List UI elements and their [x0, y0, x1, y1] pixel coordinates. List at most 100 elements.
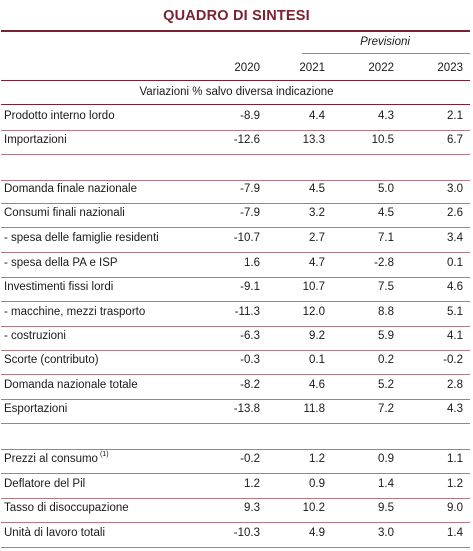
cell-2023: 2.1 — [447, 110, 463, 122]
table-row: Tasso di disoccupazione 9.3 10.2 9.5 9.0 — [0, 500, 473, 523]
table-row: Unità di lavoro totali -10.3 4.9 3.0 1.4 — [0, 525, 473, 548]
row-label: Deflatore del Pil — [4, 478, 85, 490]
table-row: Esportazioni -13.8 11.8 7.2 4.3 — [0, 401, 473, 424]
cell-2022: 7.2 — [378, 403, 394, 415]
row-separator — [1, 350, 470, 351]
row-label-text: Importazioni — [4, 134, 67, 146]
row-label: Scorte (contributo) — [4, 354, 99, 366]
cell-2023: 0.1 — [447, 257, 463, 269]
row-label: - macchine, mezzi trasporto — [4, 306, 145, 318]
cell-2023: 2.6 — [447, 207, 463, 219]
table-row: Domanda nazionale totale -8.2 4.6 5.2 2.8 — [0, 377, 473, 400]
cell-2021: 0.9 — [309, 478, 325, 490]
row-label: Investimenti fissi lordi — [4, 281, 113, 293]
row-label-text: Domanda finale nazionale — [4, 183, 137, 195]
row-label-text: - spesa della PA e ISP — [4, 257, 118, 269]
cell-2022: 3.0 — [378, 527, 394, 539]
cell-2023: 3.4 — [447, 232, 463, 244]
cell-2022: 5.9 — [378, 330, 394, 342]
table-row: Prezzi al consumo (1) -0.2 1.2 0.9 1.1 — [0, 451, 473, 474]
cell-2021: 4.5 — [309, 183, 325, 195]
cell-2023: 2.8 — [447, 379, 463, 391]
cell-2022: 0.2 — [378, 354, 394, 366]
blank-row-separator — [1, 449, 470, 450]
row-label: Unità di lavoro totali — [4, 527, 105, 539]
cell-2022: 9.5 — [378, 502, 394, 514]
table-row: Importazioni -12.6 13.3 10.5 6.7 — [0, 132, 473, 155]
row-label-text: Domanda nazionale totale — [4, 379, 138, 391]
row-separator — [1, 374, 470, 375]
row-separator — [1, 423, 470, 424]
row-label: Esportazioni — [4, 403, 67, 415]
cell-2021: 2.7 — [309, 232, 325, 244]
cell-2021: 4.4 — [309, 110, 325, 122]
cell-2023: 5.1 — [447, 306, 463, 318]
row-label-text: - spesa delle famiglie residenti — [4, 232, 159, 244]
table-row: Investimenti fissi lordi -9.1 10.7 7.5 4.6 — [0, 279, 473, 302]
cell-2020: 9.3 — [244, 502, 260, 514]
row-separator — [1, 399, 470, 400]
cell-2020: -11.3 — [234, 306, 260, 318]
cell-2023: 3.0 — [447, 183, 463, 195]
cell-2023: 1.1 — [447, 453, 463, 465]
row-label-text: Consumi finali nazionali — [4, 207, 125, 219]
cell-2022: 5.0 — [378, 183, 394, 195]
row-separator — [1, 301, 470, 302]
cell-2023: 1.2 — [447, 478, 463, 490]
row-label-text: Esportazioni — [4, 403, 68, 415]
cell-2022: -2.8 — [374, 257, 394, 269]
header-rule — [1, 80, 470, 81]
cell-2022: 8.8 — [378, 306, 394, 318]
table-row: - spesa delle famiglie residenti -10.7 2.7… — [0, 230, 473, 253]
cell-2021: 3.2 — [309, 207, 325, 219]
row-separator — [1, 522, 470, 523]
cell-2022: 7.5 — [378, 281, 394, 293]
row-label-text: Investimenti fissi lordi — [4, 281, 114, 293]
cell-2022: 1.4 — [378, 478, 394, 490]
cell-2022: 7.1 — [378, 232, 394, 244]
row-label: Domanda finale nazionale — [4, 183, 137, 195]
table-row: Deflatore del Pil 1.2 0.9 1.4 1.2 — [0, 476, 473, 499]
cell-2020: -7.9 — [240, 207, 260, 219]
cell-2023: -0.2 — [443, 354, 463, 366]
row-separator — [1, 130, 470, 131]
table-row: Prodotto interno lordo -8.9 4.4 4.3 2.1 — [0, 108, 473, 131]
cell-2021: 4.9 — [309, 527, 325, 539]
cell-2022: 4.5 — [378, 207, 394, 219]
table-subtitle: Variazioni % salvo diversa indicazione — [139, 86, 334, 98]
column-header-2020: 2020 — [234, 62, 260, 74]
cell-2023: 9.0 — [447, 502, 463, 514]
cell-2020: -8.2 — [240, 379, 260, 391]
cell-2020: -10.7 — [233, 232, 260, 244]
cell-2021: 1.2 — [309, 453, 325, 465]
cell-2020: -8.9 — [240, 110, 260, 122]
row-separator — [1, 498, 470, 499]
blank-row-separator — [1, 180, 470, 181]
row-label-text: Prezzi al consumo — [4, 453, 98, 465]
subtitle-rule — [1, 104, 470, 105]
cell-2023: 1.4 — [447, 527, 463, 539]
row-label-text: Tasso di disoccupazione — [4, 502, 129, 514]
cell-2022: 0.9 — [378, 453, 394, 465]
cell-2020: -13.8 — [233, 403, 260, 415]
cell-2020: -0.2 — [240, 453, 260, 465]
row-separator — [1, 203, 470, 204]
row-label: Consumi finali nazionali — [4, 207, 125, 219]
row-separator — [1, 473, 470, 474]
cell-2021: 11.8 — [303, 403, 325, 415]
cell-2021: 10.2 — [302, 502, 325, 514]
column-header-2022: 2022 — [368, 62, 394, 74]
row-label: Prezzi al consumo (1) — [4, 451, 109, 465]
cell-2020: -7.9 — [240, 183, 260, 195]
table-row: Consumi finali nazionali -7.9 3.2 4.5 2.6 — [0, 205, 473, 228]
row-separator — [1, 547, 470, 548]
row-label-text: Scorte (contributo) — [4, 354, 99, 366]
row-label: Prodotto interno lordo — [4, 110, 115, 122]
cell-2023: 4.6 — [447, 281, 463, 293]
row-label-text: - costruzioni — [4, 330, 66, 342]
row-label-text: Unità di lavoro totali — [4, 527, 105, 539]
row-separator — [1, 277, 470, 278]
cell-2020: -12.6 — [233, 134, 260, 146]
forecast-header: Previsioni — [360, 36, 410, 48]
column-header-2023: 2023 — [437, 62, 463, 74]
